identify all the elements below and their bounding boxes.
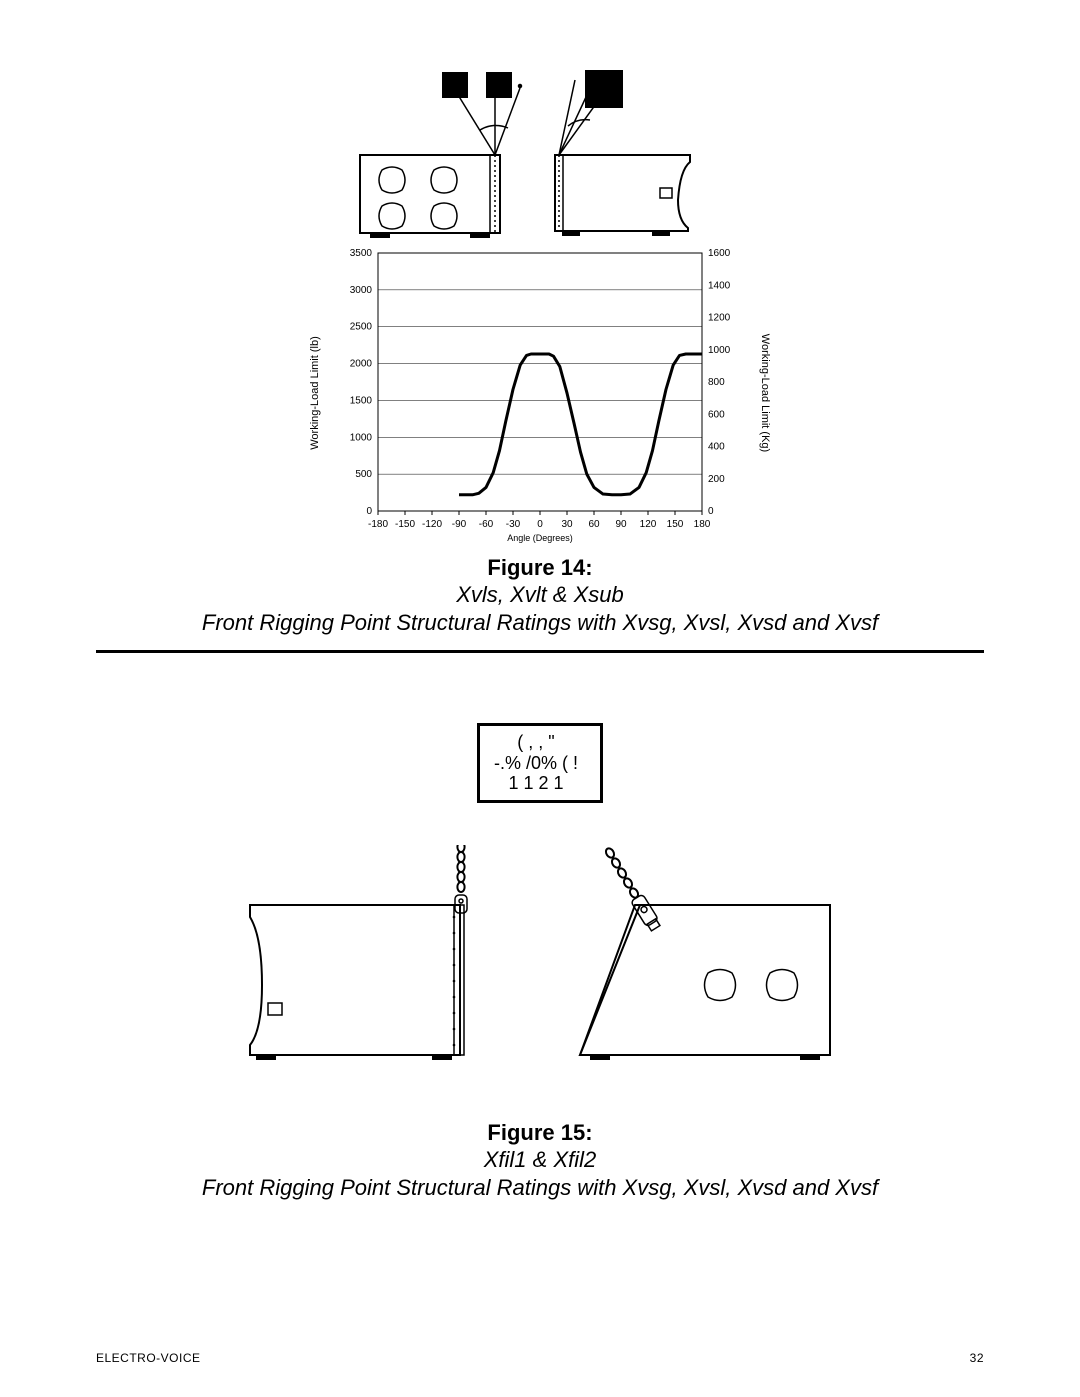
svg-text:0: 0 xyxy=(708,506,714,517)
fig15-line2: Front Rigging Point Structural Ratings w… xyxy=(96,1174,984,1202)
svg-text:-120: -120 xyxy=(422,519,442,530)
info-line3: 1 1 2 1 xyxy=(494,773,578,794)
fig14-caption: Figure 14: Xvls, Xvlt & Xsub Front Riggi… xyxy=(96,555,984,636)
svg-text:-150: -150 xyxy=(395,519,415,530)
svg-text:0: 0 xyxy=(537,519,543,530)
svg-text:500: 500 xyxy=(355,469,372,480)
y-right-label: Working-Load Limit (Kg) xyxy=(759,334,771,452)
fig14-line2: Front Rigging Point Structural Ratings w… xyxy=(96,609,984,637)
svg-text:1500: 1500 xyxy=(350,395,373,406)
svg-text:600: 600 xyxy=(708,409,725,420)
svg-text:800: 800 xyxy=(708,377,725,388)
fig15-info-box: ( , , " -.% /0% ( ! 1 1 2 1 xyxy=(477,723,603,803)
fig15-caption: Figure 15: Xfil1 & Xfil2 Front Rigging P… xyxy=(96,1120,984,1201)
fig14-top-schematic xyxy=(96,60,984,255)
svg-text:200: 200 xyxy=(708,474,725,485)
svg-text:0: 0 xyxy=(366,506,372,517)
fig15-schematics xyxy=(96,845,984,1080)
svg-text:3500: 3500 xyxy=(350,248,373,259)
fig14-line1: Xvls, Xvlt & Xsub xyxy=(96,581,984,609)
svg-text:1000: 1000 xyxy=(350,432,373,443)
svg-text:-180: -180 xyxy=(368,519,388,530)
footer-right: 32 xyxy=(970,1351,984,1365)
info-line1: ( , , " xyxy=(494,732,578,753)
fig14-number: Figure 14: xyxy=(96,555,984,581)
svg-text:1000: 1000 xyxy=(708,345,731,356)
info-line2: -.% /0% ( ! xyxy=(494,753,578,774)
svg-text:60: 60 xyxy=(588,519,600,530)
svg-text:3000: 3000 xyxy=(350,285,373,296)
footer-left: ELECTRO-VOICE xyxy=(96,1351,201,1365)
svg-text:180: 180 xyxy=(694,519,711,530)
figure-15: ( , , " -.% /0% ( ! 1 1 2 1 xyxy=(96,723,984,1201)
svg-text:-30: -30 xyxy=(506,519,521,530)
fig14-chart: 0500100015002000250030003500020040060080… xyxy=(306,247,774,547)
svg-text:2500: 2500 xyxy=(350,322,373,333)
separator-rule xyxy=(96,650,984,653)
svg-text:2000: 2000 xyxy=(350,359,373,370)
fig15-number: Figure 15: xyxy=(96,1120,984,1146)
svg-text:1600: 1600 xyxy=(708,248,731,259)
fig15-info-box-wrap: ( , , " -.% /0% ( ! 1 1 2 1 xyxy=(96,723,984,803)
svg-text:400: 400 xyxy=(708,442,725,453)
svg-text:120: 120 xyxy=(640,519,657,530)
svg-text:90: 90 xyxy=(615,519,627,530)
svg-text:30: 30 xyxy=(561,519,573,530)
svg-text:Angle (Degrees): Angle (Degrees) xyxy=(507,533,573,543)
svg-text:-60: -60 xyxy=(479,519,494,530)
svg-text:1400: 1400 xyxy=(708,280,731,291)
svg-text:-90: -90 xyxy=(452,519,467,530)
figure-14: 0500100015002000250030003500020040060080… xyxy=(96,60,984,653)
svg-text:1200: 1200 xyxy=(708,313,731,324)
svg-text:150: 150 xyxy=(667,519,684,530)
fig15-line1: Xfil1 & Xfil2 xyxy=(96,1146,984,1174)
page-footer: ELECTRO-VOICE 32 xyxy=(96,1351,984,1365)
y-left-label: Working-Load Limit (lb) xyxy=(309,336,321,450)
